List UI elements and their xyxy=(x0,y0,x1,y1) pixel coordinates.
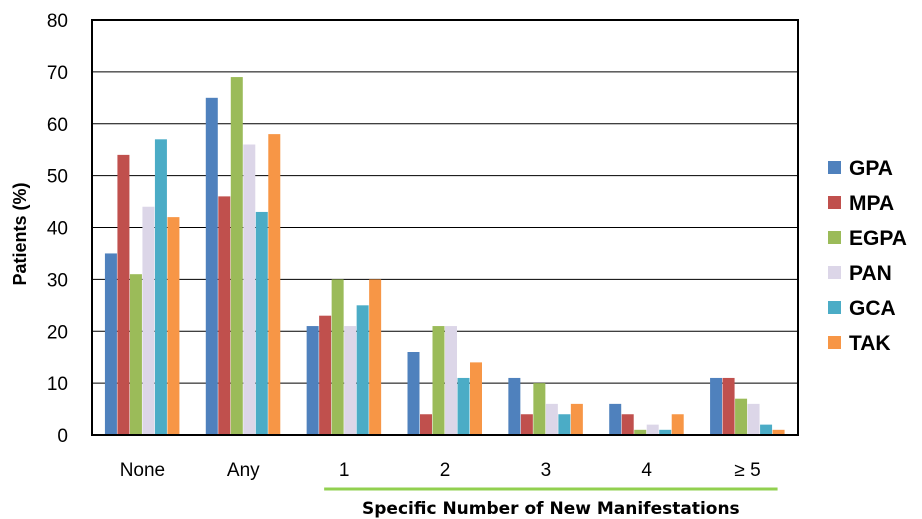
bar-gpa xyxy=(407,352,420,435)
y-tick-label: 50 xyxy=(47,167,68,188)
y-axis-label: Patients (%) xyxy=(10,182,30,285)
y-tick-label: 60 xyxy=(47,115,68,136)
y-axis-ticks: 0 10 20 30 40 50 60 70 80 xyxy=(47,11,68,447)
bar-gpa xyxy=(306,326,319,435)
group-label: Specific Number of New Manifestations xyxy=(362,499,740,519)
bar-egpa xyxy=(432,326,445,435)
legend: GPA MPA EGPA PAN GCA TAK xyxy=(828,157,907,355)
bar-tak xyxy=(470,362,482,435)
x-tick-label: 2 xyxy=(440,460,451,481)
bar-egpa xyxy=(735,398,748,435)
bar-egpa xyxy=(129,274,142,435)
bar-mpa xyxy=(520,414,533,435)
bar-gpa xyxy=(508,377,521,435)
bar-pan xyxy=(344,326,357,435)
bar-gca xyxy=(154,139,167,435)
bar-gca xyxy=(760,424,773,435)
bar-gpa xyxy=(104,253,117,435)
bar-mpa xyxy=(218,196,231,435)
y-tick-label: 40 xyxy=(47,219,68,240)
bar-tak xyxy=(167,217,180,435)
legend-swatch-pan xyxy=(828,266,841,279)
bar-pan xyxy=(445,326,457,435)
legend-swatch-gpa xyxy=(828,161,841,174)
bar-pan xyxy=(747,403,760,435)
legend-swatch-egpa xyxy=(828,231,841,244)
x-tick-label: 1 xyxy=(339,460,350,481)
bar-gca xyxy=(659,429,672,435)
bar-gpa xyxy=(205,97,218,435)
x-tick-label: 3 xyxy=(541,460,552,481)
legend-swatch-tak xyxy=(828,336,841,349)
legend-label-gpa: GPA xyxy=(849,157,893,180)
bar-mpa xyxy=(621,414,634,435)
bar-mpa xyxy=(420,414,432,435)
bar-pan xyxy=(142,206,155,435)
x-tick-label: 4 xyxy=(641,460,652,481)
x-tick-label: Any xyxy=(227,460,260,481)
y-tick-label: 70 xyxy=(47,63,68,84)
plot-frame xyxy=(91,19,799,436)
x-tick-label: None xyxy=(120,460,165,481)
y-tick-label: 0 xyxy=(57,426,68,447)
x-tick-label: ≥ 5 xyxy=(734,460,760,481)
bar-tak xyxy=(570,403,583,435)
bar-egpa xyxy=(331,279,344,435)
bar-gpa xyxy=(710,377,723,435)
y-tick-label: 80 xyxy=(47,11,68,32)
legend-label-tak: TAK xyxy=(849,332,891,355)
bar-egpa xyxy=(634,429,647,435)
y-tick-label: 30 xyxy=(47,270,68,291)
legend-label-pan: PAN xyxy=(849,262,892,285)
x-axis-ticks: None Any 1 2 3 4 ≥ 5 xyxy=(120,460,761,481)
bar-pan xyxy=(646,424,659,435)
bar-tak xyxy=(671,414,684,435)
bar-tak xyxy=(772,429,785,435)
bar-egpa xyxy=(533,383,546,435)
bar-mpa xyxy=(117,154,130,435)
bar-tak xyxy=(268,134,281,435)
bar-pan xyxy=(545,403,558,435)
bar-mpa xyxy=(319,315,332,435)
bar-gca xyxy=(457,377,470,435)
bar-gca xyxy=(558,414,571,435)
legend-label-egpa: EGPA xyxy=(849,227,907,250)
bars xyxy=(104,77,785,435)
bar-mpa xyxy=(722,377,735,435)
y-tick-label: 10 xyxy=(47,374,68,395)
bar-gca xyxy=(356,305,369,435)
bar-tak xyxy=(369,279,382,435)
legend-label-mpa: MPA xyxy=(849,192,894,215)
legend-swatch-gca xyxy=(828,301,841,314)
legend-swatch-mpa xyxy=(828,196,841,209)
bar-gpa xyxy=(609,403,622,435)
y-tick-label: 20 xyxy=(47,322,68,343)
bar-gca xyxy=(255,211,268,435)
bar-egpa xyxy=(230,77,243,435)
bar-pan xyxy=(243,144,256,435)
legend-label-gca: GCA xyxy=(849,297,896,320)
